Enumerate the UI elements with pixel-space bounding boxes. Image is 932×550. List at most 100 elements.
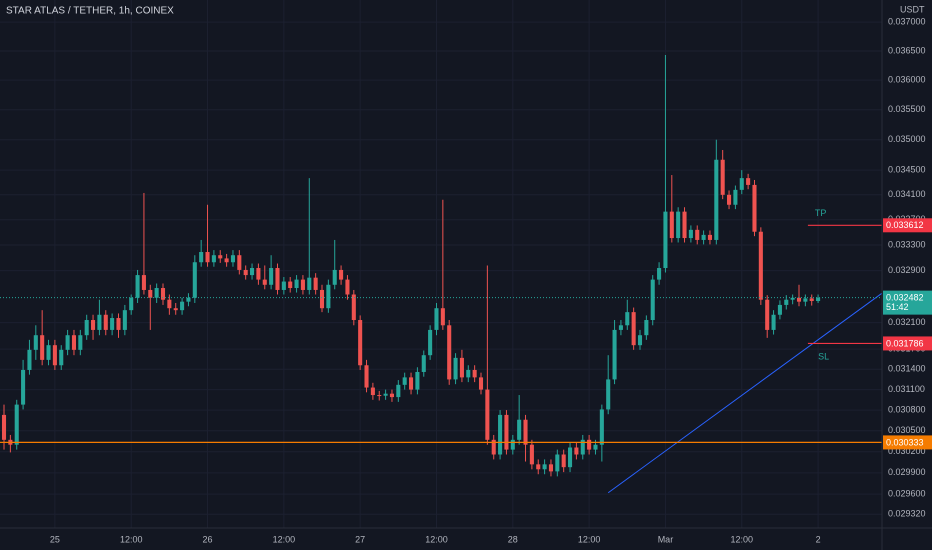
candle-body: [256, 268, 261, 280]
candle-body: [339, 269, 344, 280]
candle-body: [78, 335, 83, 350]
price-label-box: [883, 435, 932, 450]
candle-body: [631, 312, 636, 346]
x-tick-label: 25: [50, 534, 60, 544]
candle-body: [777, 304, 782, 315]
x-tick-label: 12:00: [120, 534, 143, 544]
chart-title: STAR ATLAS / TETHER, 1h, COINEX: [6, 6, 174, 17]
candle-body: [281, 281, 286, 290]
candle-body: [40, 335, 45, 360]
candle-body: [739, 178, 744, 190]
candle-body: [91, 320, 96, 330]
candle-body: [364, 365, 369, 388]
candle-body: [275, 268, 280, 290]
candle-body: [816, 297, 821, 302]
candle-body: [421, 355, 426, 372]
candle-body: [205, 252, 210, 263]
y-tick-label: 0.036500: [888, 45, 926, 55]
x-tick-label: 2: [816, 534, 821, 544]
x-tick-label: 12:00: [730, 534, 753, 544]
y-tick-label: 0.035500: [888, 104, 926, 114]
countdown: 51:42: [886, 302, 909, 312]
candle-body: [409, 377, 414, 390]
price-label: 0.030333: [886, 437, 924, 447]
candle-body: [326, 284, 331, 309]
candle-body: [542, 464, 547, 470]
candle-body: [746, 178, 751, 185]
candle-body: [790, 297, 795, 300]
y-tick-label: 0.033300: [888, 239, 926, 249]
candle-body: [345, 279, 350, 295]
candle-body: [657, 268, 662, 280]
candle-body: [498, 414, 503, 455]
candle-body: [148, 289, 153, 298]
price-label-box: [883, 336, 932, 351]
candle-body: [682, 211, 687, 239]
x-tick-label: 27: [355, 534, 365, 544]
candle-body: [727, 194, 732, 205]
candle-body: [561, 454, 566, 468]
candle-body: [370, 387, 375, 396]
candle-body: [517, 419, 522, 440]
candle-body: [1, 414, 7, 440]
candle-body: [695, 229, 700, 240]
candle-body: [536, 464, 541, 470]
candle-body: [688, 229, 693, 239]
candle-body: [593, 444, 598, 450]
candle-body: [224, 258, 229, 263]
x-tick-label: 28: [508, 534, 518, 544]
candle-body: [218, 255, 223, 259]
candle-body: [796, 297, 802, 302]
candle-body: [160, 288, 166, 300]
candle-body: [485, 389, 490, 440]
y-tick-label: 0.037000: [888, 17, 926, 27]
candle-body: [472, 369, 477, 378]
candle-body: [186, 297, 191, 302]
candle-body: [65, 335, 70, 350]
candle-body: [771, 314, 776, 330]
price-label: 0.031786: [886, 338, 924, 348]
candle-body: [784, 299, 789, 305]
candle-body: [529, 444, 534, 465]
candle-body: [618, 325, 623, 330]
price-label-box: [883, 218, 932, 233]
current-price-label: 0.032482: [886, 293, 924, 303]
candle-body: [765, 299, 770, 330]
candle-body: [599, 409, 604, 445]
candle-body: [555, 454, 560, 472]
candle-body: [625, 312, 630, 326]
candle-body: [211, 255, 216, 263]
y-tick-label: 0.030500: [888, 425, 926, 435]
y-tick-label: 0.032100: [888, 317, 926, 327]
candle-body: [644, 320, 649, 336]
candle-body: [313, 277, 318, 290]
y-tick-label: 0.029320: [888, 509, 926, 519]
candle-body: [46, 345, 51, 360]
candle-body: [52, 345, 57, 366]
candle-body: [447, 325, 452, 380]
candle-body: [383, 393, 388, 396]
candle-body: [428, 329, 433, 356]
annotation: SL: [818, 352, 829, 362]
candle-body: [351, 294, 356, 321]
candle-body: [332, 269, 337, 285]
marks: TP SL: [0, 55, 883, 494]
candle-body: [14, 404, 19, 445]
candle-body: [803, 298, 808, 302]
y-tick-label: 0.030200: [888, 446, 926, 456]
current-price-box: [883, 290, 932, 315]
candle-body: [199, 252, 204, 263]
candle-body: [237, 255, 242, 270]
axis: 0.037000 0.036500 0.036000 0.035500 0.035000…: [50, 17, 932, 544]
candle-body: [167, 299, 172, 309]
grid: [0, 0, 882, 528]
x-tick-label: 26: [203, 534, 213, 544]
candle-body: [300, 279, 305, 290]
candle-body: [453, 357, 458, 380]
candle-body: [669, 211, 674, 239]
candle-body: [587, 439, 592, 450]
candle-body: [752, 184, 757, 232]
candle-body: [110, 318, 115, 330]
